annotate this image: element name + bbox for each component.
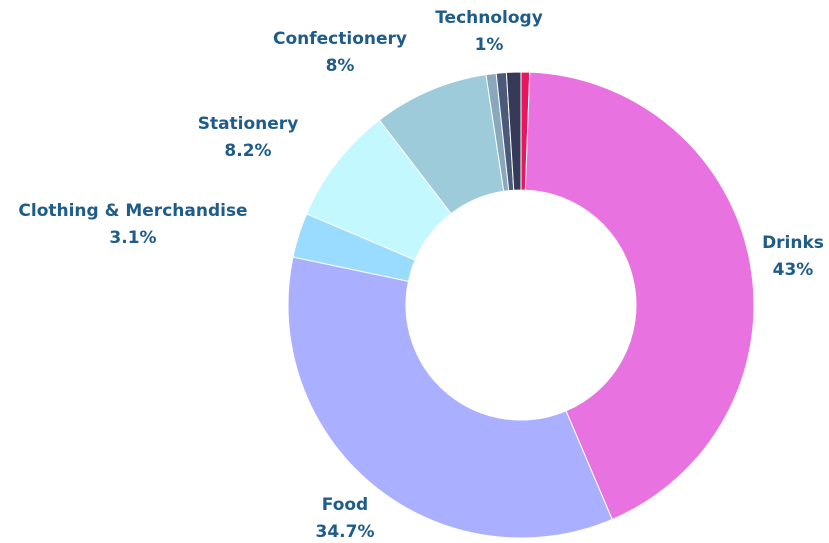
donut-slice bbox=[287, 256, 613, 539]
donut-slice bbox=[524, 71, 755, 521]
slice-value-label: 8.2% bbox=[224, 141, 271, 161]
slice-label: Food bbox=[322, 495, 368, 515]
slice-label: Drinks bbox=[762, 233, 824, 253]
slice-label: Stationery bbox=[198, 114, 299, 134]
slice-label: Technology bbox=[435, 8, 543, 28]
slice-value-label: 34.7% bbox=[316, 522, 375, 542]
slice-label: Confectionery bbox=[273, 29, 407, 49]
donut-slice bbox=[505, 71, 522, 191]
slice-value-label: 3.1% bbox=[109, 228, 156, 248]
slice-label: Clothing & Merchandise bbox=[18, 201, 247, 221]
slice-value-label: 43% bbox=[773, 260, 814, 280]
slice-value-label: 8% bbox=[326, 56, 355, 76]
slice-value-label: 1% bbox=[475, 35, 504, 55]
